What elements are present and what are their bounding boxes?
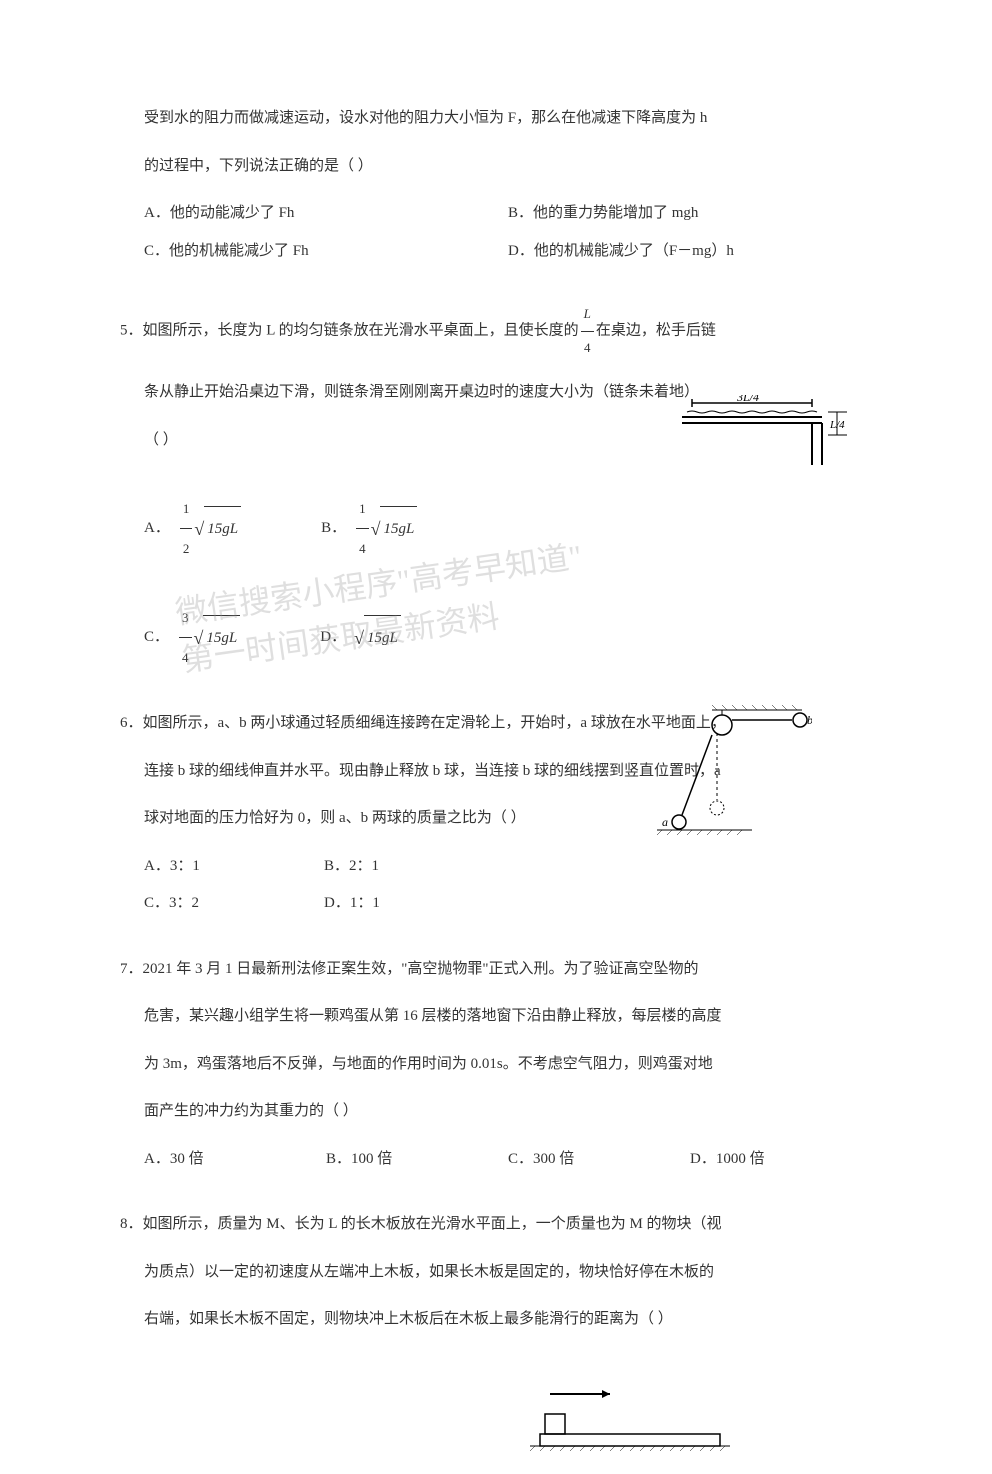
q5-options-row2: C． 34 √15gL D． √15gL — [120, 598, 872, 677]
q5-options-row1: A． 12 √15gL B． 14 √15gL — [120, 489, 872, 568]
q6-t1: 如图所示，a、b 两小球通过轻质细绳连接跨在定滑轮上，开始时，a 球放在水平地面… — [143, 715, 726, 731]
question-7: 7．2021 年 3 月 1 日最新刑法修正案生效，"高空抛物罪"正式入刑。为了… — [120, 951, 872, 1179]
d: 4 — [356, 529, 369, 568]
q5-frac-L4: L4 — [581, 298, 594, 364]
q8-diagram — [520, 1379, 740, 1469]
q4-optC: C．他的机械能减少了 Fh — [144, 233, 508, 271]
n: 1 — [180, 489, 193, 529]
optC-sqrt: √15gL — [194, 611, 241, 665]
question-4-continuation: 受到水的阻力而做减速运动，设水对他的阻力大小恒为 F，那么在他减速下降高度为 h… — [120, 100, 872, 270]
q5-diag-label1: 3L/4 — [736, 395, 759, 404]
q6-label-a: a — [662, 815, 668, 829]
q4-options-row1: A．他的动能减少了 Fh B．他的重力势能增加了 mgh — [120, 195, 872, 233]
optB-sqrt: √15gL — [371, 502, 418, 556]
question-5: 5．如图所示，长度为 L 的均匀链条放在光滑水平桌面上，且使长度的L4在桌边，松… — [120, 298, 872, 677]
q7-text3: 为 3m，鸡蛋落地后不反弹，与地面的作用时间为 0.01s。不考虑空气阻力，则鸡… — [120, 1046, 872, 1084]
sqrt-body: 15gL — [380, 506, 417, 552]
q4-options-row2: C．他的机械能减少了 Fh D．他的机械能减少了（F－mg）h — [120, 233, 872, 271]
q6-optC: C．3：2 — [144, 885, 264, 923]
q5-number: 5． — [120, 322, 143, 338]
q8-text1: 8．如图所示，质量为 M、长为 L 的长木板放在光滑水平面上，一个质量也为 M … — [120, 1206, 872, 1244]
optB-label: B． — [321, 506, 346, 551]
d: 4 — [179, 638, 192, 677]
optC-label: C． — [144, 615, 169, 660]
q7-text4: 面产生的冲力约为其重力的（ ） — [120, 1093, 872, 1131]
sqrt-body: 15gL — [364, 615, 401, 661]
q7-text1: 7．2021 年 3 月 1 日最新刑法修正案生效，"高空抛物罪"正式入刑。为了… — [120, 951, 872, 989]
optC-frac: 34 — [179, 598, 192, 677]
q5-t1: 如图所示，长度为 L 的均匀链条放在光滑水平桌面上，且使长度的 — [143, 322, 579, 338]
n: 1 — [356, 489, 369, 529]
q6-optA: A．3：1 — [144, 848, 264, 886]
q4-optD: D．他的机械能减少了（F－mg）h — [508, 233, 872, 271]
q6-number: 6． — [120, 715, 143, 731]
q4-line2: 的过程中，下列说法正确的是（ ） — [120, 148, 872, 186]
q7-t1: 2021 年 3 月 1 日最新刑法修正案生效，"高空抛物罪"正式入刑。为了验证… — [143, 961, 699, 977]
sqrt-body: 15gL — [204, 506, 241, 552]
q6-options-row1: A．3：1 B．2：1 — [120, 848, 872, 886]
frac-num: L — [581, 298, 594, 332]
q8-text3: 右端，如果长木板不固定，则物块冲上木板后在木板上最多能滑行的距离为（ ） — [120, 1301, 872, 1339]
q7-text2: 危害，某兴趣小组学生将一颗鸡蛋从第 16 层楼的落地窗下沿由静止释放，每层楼的高… — [120, 998, 872, 1036]
q5-diag-label2: L/4 — [829, 419, 845, 431]
q7-options: A．30 倍 B．100 倍 C．300 倍 D．1000 倍 — [120, 1141, 872, 1179]
sqrt-icon: √ — [354, 611, 364, 665]
q6-optD: D．1：1 — [324, 885, 444, 923]
optD-label: D． — [320, 615, 346, 660]
q8-t1: 如图所示，质量为 M、长为 L 的长木板放在光滑水平面上，一个质量也为 M 的物… — [143, 1216, 722, 1232]
sqrt-icon: √ — [194, 502, 204, 556]
q7-optC: C．300 倍 — [508, 1141, 690, 1179]
optA-sqrt: √15gL — [194, 502, 241, 556]
q7-optB: B．100 倍 — [326, 1141, 508, 1179]
q4-optA: A．他的动能减少了 Fh — [144, 195, 508, 233]
sqrt-icon: √ — [194, 611, 204, 665]
frac-den: 4 — [581, 332, 594, 365]
question-8: 8．如图所示，质量为 M、长为 L 的长木板放在光滑水平面上，一个质量也为 M … — [120, 1206, 872, 1474]
q4-line1: 受到水的阻力而做减速运动，设水对他的阻力大小恒为 F，那么在他减速下降高度为 h — [120, 100, 872, 138]
q8-number: 8． — [120, 1216, 143, 1232]
sqrt-icon: √ — [371, 502, 381, 556]
q7-optA: A．30 倍 — [144, 1141, 326, 1179]
q5-optA: A． 12 √15gL — [144, 489, 241, 568]
q6-diagram: b a — [652, 700, 812, 840]
q7-optD: D．1000 倍 — [690, 1141, 872, 1179]
q5-optD: D． √15gL — [320, 598, 401, 677]
q5-diagram: 3L/4 L/4 — [672, 395, 852, 465]
optD-sqrt: √15gL — [354, 611, 401, 665]
optA-label: A． — [144, 506, 170, 551]
q5-t1tail: 在桌边，松手后链 — [596, 322, 716, 338]
sqrt-body: 15gL — [203, 615, 240, 661]
optB-frac: 14 — [356, 489, 369, 568]
q8-text2: 为质点）以一定的初速度从左端冲上木板，如果长木板是固定的，物块恰好停在木板的 — [120, 1254, 872, 1292]
d: 2 — [180, 529, 193, 568]
q6-label-b: b — [807, 713, 812, 727]
q6-optB: B．2：1 — [324, 848, 444, 886]
q5-text1: 5．如图所示，长度为 L 的均匀链条放在光滑水平桌面上，且使长度的L4在桌边，松… — [120, 298, 872, 364]
q6-options-row2: C．3：2 D．1：1 — [120, 885, 872, 923]
n: 3 — [179, 598, 192, 638]
optA-frac: 12 — [180, 489, 193, 568]
q5-optB: B． 14 √15gL — [321, 489, 417, 568]
q5-optC: C． 34 √15gL — [144, 598, 240, 677]
q7-number: 7． — [120, 961, 143, 977]
q4-optB: B．他的重力势能增加了 mgh — [508, 195, 872, 233]
